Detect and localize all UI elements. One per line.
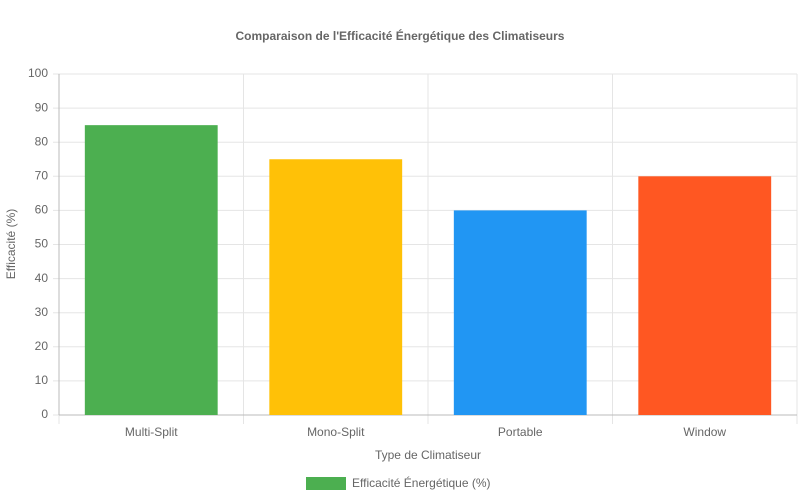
y-tick-label: 70: [35, 168, 49, 182]
bar: [453, 210, 587, 415]
y-tick-label: 40: [35, 271, 49, 285]
y-tick-label: 30: [35, 305, 49, 319]
x-axis-label: Type de Climatiseur: [375, 448, 481, 462]
y-tick-label: 50: [35, 237, 49, 251]
bar: [84, 125, 218, 416]
y-tick-label: 60: [35, 203, 49, 217]
y-tick-label: 80: [35, 134, 49, 148]
bar: [269, 159, 403, 415]
x-tick-label: Multi-Split: [125, 425, 178, 439]
x-tick-label: Mono-Split: [307, 425, 365, 439]
legend-label: Efficacité Énergétique (%): [352, 475, 491, 490]
x-tick-label: Portable: [498, 425, 543, 439]
legend-swatch: [306, 477, 346, 490]
y-axis-label: Efficacité (%): [4, 209, 18, 279]
y-tick-label: 0: [41, 407, 48, 421]
y-tick-label: 100: [28, 66, 48, 80]
y-tick-label: 20: [35, 339, 49, 353]
chart-title: Comparaison de l'Efficacité Énergétique …: [236, 28, 565, 43]
bar: [638, 176, 772, 415]
y-tick-label: 10: [35, 373, 49, 387]
y-tick-label: 90: [35, 100, 49, 114]
x-tick-label: Window: [683, 425, 726, 439]
